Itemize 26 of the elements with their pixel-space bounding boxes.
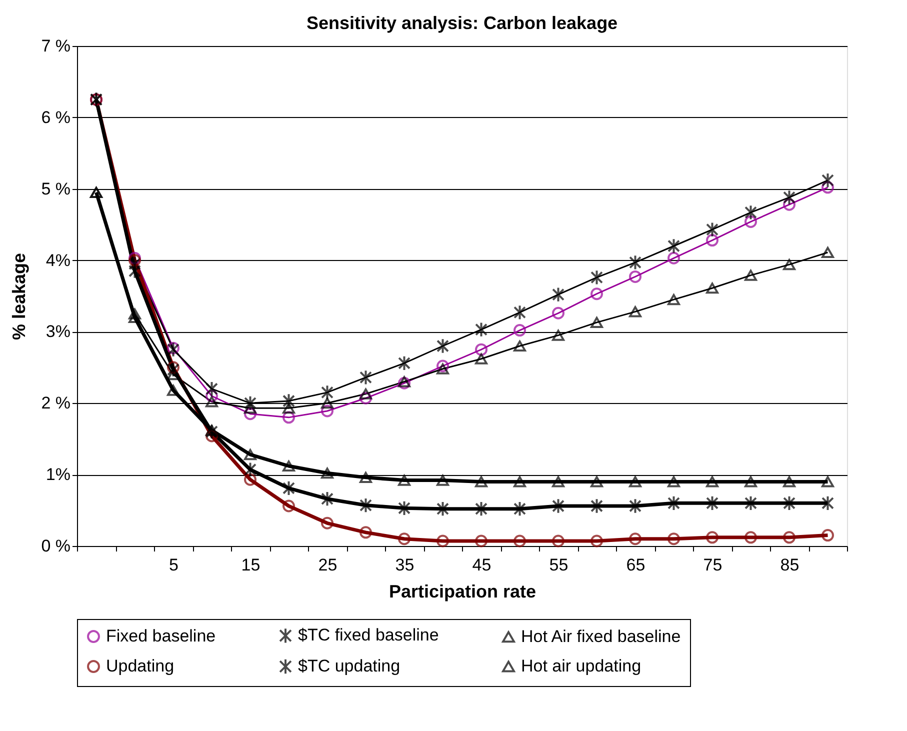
legend-label: $TC updating [298, 656, 400, 676]
legend-label: Hot air updating [521, 656, 642, 676]
y-tick-label: 3% [46, 322, 70, 342]
legend-label: Updating [106, 656, 174, 676]
x-tick-label: 55 [549, 556, 568, 574]
x-tick-label: 45 [472, 556, 492, 574]
x-tick-label: 15 [241, 556, 260, 574]
legend-label: Hot Air fixed baseline [521, 626, 681, 646]
legend-label: Fixed baseline [106, 626, 216, 646]
x-tick-label: 35 [395, 556, 414, 574]
x-axis-title: Participation rate [388, 582, 536, 602]
y-tick-label: 1% [46, 465, 70, 484]
chart-title: Sensitivity analysis: Carbon leakage [306, 13, 618, 33]
y-tick-label: 7 % [41, 36, 70, 56]
y-tick-label: 2 % [41, 394, 70, 413]
y-tick-label: 0 % [41, 536, 70, 556]
x-tick-label: 75 [703, 556, 722, 574]
y-axis-title: % leakage [9, 252, 30, 340]
legend-label: $TC fixed baseline [298, 626, 439, 645]
y-tick-label: 6 % [41, 108, 70, 127]
x-tick-label: 85 [780, 556, 800, 574]
x-tick-label: 25 [318, 556, 338, 574]
y-tick-label: 4% [46, 250, 70, 270]
y-tick-label: 5 % [41, 179, 70, 198]
x-tick-label: 65 [626, 556, 646, 574]
x-tick-label: 5 [169, 556, 178, 574]
